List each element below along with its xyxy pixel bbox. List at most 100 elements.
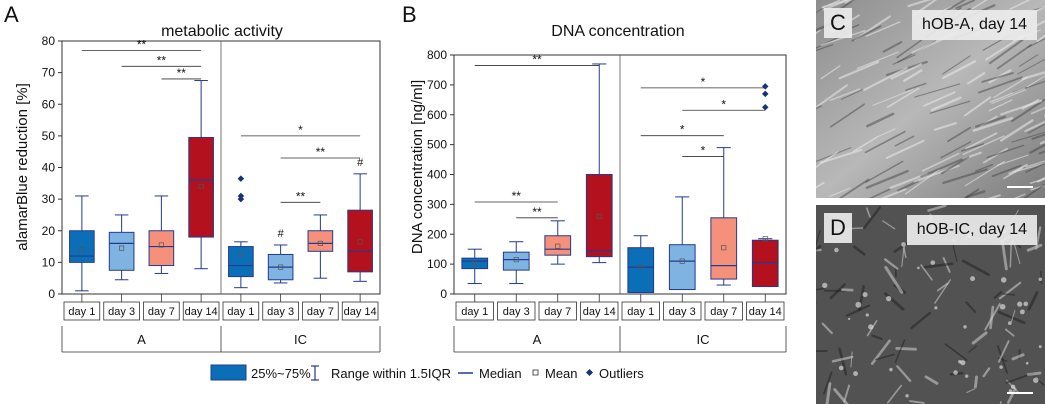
cell-texture bbox=[1002, 293, 1016, 296]
cell-texture bbox=[984, 302, 1001, 331]
cell-texture bbox=[1017, 301, 1023, 307]
cell-texture bbox=[823, 371, 833, 395]
cell-texture bbox=[829, 88, 861, 101]
day-label: day 1 bbox=[68, 306, 95, 318]
box-ic-day-14 bbox=[347, 173, 373, 282]
box-iqr bbox=[751, 239, 779, 288]
group-label: A bbox=[533, 332, 542, 347]
micrograph-d: D hOB-IC, day 14 bbox=[816, 205, 1045, 404]
mean-marker bbox=[679, 258, 685, 264]
cell-texture bbox=[1036, 34, 1045, 43]
significance-label: ** bbox=[532, 205, 542, 219]
mean-marker bbox=[119, 245, 125, 251]
panel-letter-b: B bbox=[402, 2, 417, 27]
cell-texture bbox=[923, 91, 956, 107]
cell-texture bbox=[982, 147, 1008, 164]
cell-texture bbox=[996, 44, 1032, 70]
cell-texture bbox=[821, 0, 851, 9]
cell-texture bbox=[941, 60, 976, 80]
cell-texture bbox=[863, 206, 882, 230]
cell-texture bbox=[868, 324, 874, 330]
cell-texture bbox=[963, 188, 980, 198]
cell-texture bbox=[838, 347, 848, 376]
cell-texture bbox=[901, 245, 905, 268]
cell-texture bbox=[886, 295, 892, 302]
box-iqr bbox=[347, 209, 373, 273]
cell-texture bbox=[973, 375, 978, 389]
significance-label: ** bbox=[177, 66, 187, 80]
cell-texture bbox=[982, 367, 991, 378]
cell-texture bbox=[865, 21, 901, 37]
cell-texture bbox=[1017, 58, 1045, 75]
cell-texture bbox=[839, 178, 870, 198]
cell-texture bbox=[970, 276, 976, 282]
y-tick-label: 0 bbox=[440, 287, 447, 301]
outlier-point bbox=[761, 83, 769, 90]
box-ic-day-1 bbox=[627, 235, 655, 294]
cell-texture bbox=[866, 112, 895, 128]
cell-texture bbox=[863, 66, 908, 92]
cell-texture bbox=[966, 388, 976, 394]
panel-b-dna-concentration: B DNA concentration DNA concentration [n… bbox=[402, 2, 787, 353]
cell-texture bbox=[920, 157, 966, 178]
cell-texture bbox=[838, 365, 844, 371]
cell-texture bbox=[1018, 54, 1039, 67]
cell-texture bbox=[929, 100, 971, 114]
cell-texture bbox=[834, 247, 839, 253]
cell-texture bbox=[816, 151, 839, 168]
cell-texture bbox=[1037, 176, 1045, 183]
box-ic-day-7 bbox=[307, 214, 334, 279]
box-iqr bbox=[585, 174, 613, 258]
cell-texture bbox=[855, 301, 862, 308]
cell-texture bbox=[942, 168, 988, 185]
cell-texture bbox=[882, 220, 896, 230]
cell-texture bbox=[816, 245, 822, 251]
cell-texture bbox=[1035, 226, 1042, 250]
y-tick-label: 800 bbox=[427, 48, 447, 62]
cell-texture bbox=[997, 340, 1010, 363]
cell-texture bbox=[853, 15, 891, 41]
cell-texture bbox=[927, 205, 947, 212]
scale-bar bbox=[1007, 392, 1033, 394]
mean-marker bbox=[762, 236, 768, 242]
micrograph-d-letter: D bbox=[824, 213, 852, 243]
y-tick-label: 30 bbox=[42, 192, 56, 206]
y-tick-label: 10 bbox=[42, 255, 56, 269]
y-tick-label: 60 bbox=[42, 97, 56, 111]
cell-texture bbox=[920, 264, 933, 281]
significance-label: ** bbox=[316, 145, 326, 159]
cell-texture bbox=[1009, 242, 1013, 268]
cell-texture bbox=[1010, 384, 1016, 390]
scale-bar bbox=[1007, 186, 1033, 188]
cell-texture bbox=[816, 248, 822, 252]
y-tick-label: 20 bbox=[42, 224, 56, 238]
cell-texture bbox=[1004, 328, 1015, 337]
day-label: day 1 bbox=[461, 306, 488, 318]
cell-texture bbox=[987, 194, 1001, 198]
hash-annotation: # bbox=[278, 228, 285, 240]
cell-texture bbox=[1013, 193, 1026, 198]
box-a-day-7 bbox=[544, 220, 572, 265]
cell-texture bbox=[884, 258, 899, 270]
cell-texture bbox=[991, 89, 1027, 104]
box-iqr bbox=[668, 244, 696, 291]
cell-texture bbox=[961, 259, 990, 277]
cell-texture bbox=[816, 350, 828, 353]
cell-texture bbox=[930, 260, 936, 265]
legend-mean-icon bbox=[532, 369, 539, 376]
cell-texture bbox=[829, 103, 866, 128]
panel-a-metabolic-activity: A metabolic activity alamarBlue reductio… bbox=[4, 2, 381, 353]
cell-texture bbox=[914, 83, 961, 98]
cell-texture bbox=[967, 72, 986, 85]
cell-texture bbox=[820, 65, 841, 80]
cell-texture bbox=[940, 141, 972, 159]
cell-texture bbox=[816, 29, 821, 35]
cell-texture bbox=[892, 54, 916, 65]
box-a-day-7 bbox=[148, 195, 175, 274]
day-label: day 3 bbox=[503, 306, 530, 318]
group-label: IC bbox=[697, 332, 710, 347]
cell-texture bbox=[1040, 270, 1043, 284]
legend-box-label: 25%~75% bbox=[251, 366, 311, 381]
y-tick-label: 500 bbox=[427, 138, 447, 152]
